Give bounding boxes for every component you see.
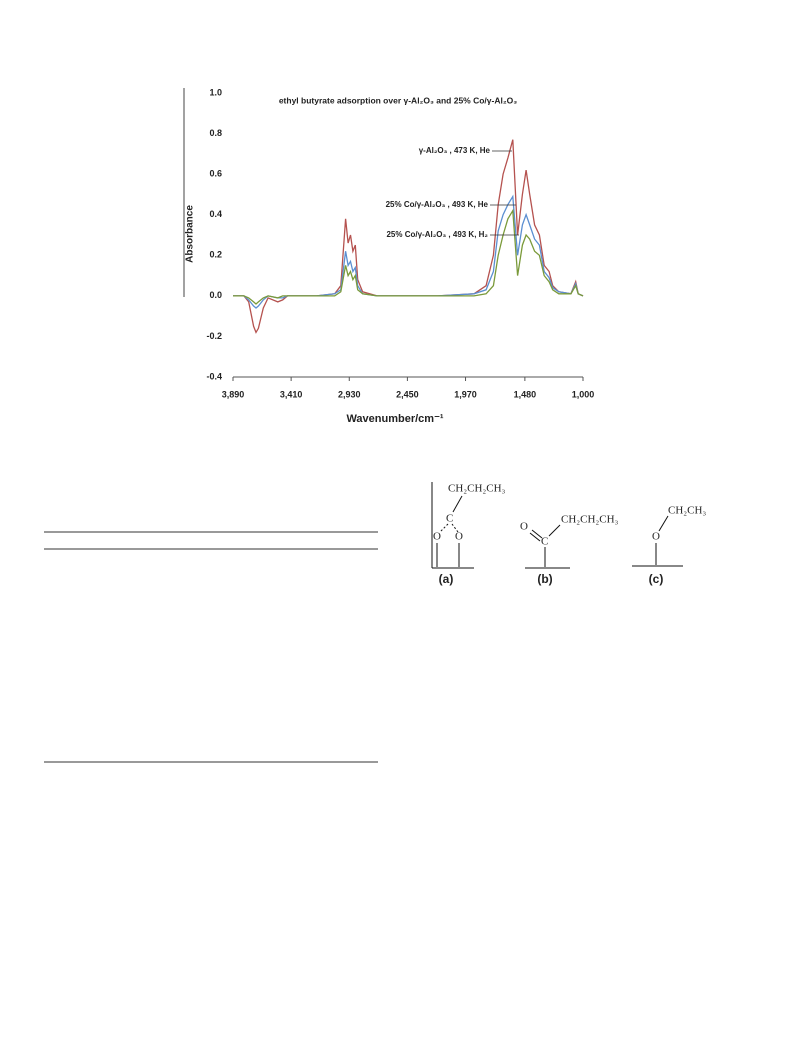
atom-label: O [652, 531, 660, 543]
y-tick-label: -0.2 [206, 331, 222, 341]
y-tick-label: 0.2 [209, 250, 222, 260]
y-tick-label: 0.8 [209, 128, 222, 138]
structure-caption: (b) [537, 572, 552, 586]
structure-b [525, 524, 570, 569]
x-tick-label: 3,410 [280, 389, 303, 399]
spectrum-line [233, 194, 584, 309]
atom-label: CH₂CH₂CH₃ [561, 514, 619, 526]
atom-label: O [433, 531, 441, 543]
structure-caption: (a) [439, 572, 454, 586]
annotation: γ-Al₂O₃ , 473 K, He [419, 146, 491, 155]
y-tick-label: 1.0 [209, 87, 222, 97]
atom-label: CH₂CH₃ [668, 505, 706, 517]
atom-label: C [446, 513, 453, 525]
y-tick-label: -0.4 [206, 371, 222, 381]
x-tick-label: 1,480 [514, 389, 537, 399]
atom-label: O [455, 531, 463, 543]
x-tick-label: 1,970 [454, 389, 477, 399]
atom-label: C [541, 536, 548, 548]
chart-title: ethyl butyrate adsorption over γ-Al₂O₃ a… [279, 95, 517, 105]
x-tick-label: 1,000 [572, 389, 595, 399]
y-axis-label: Absorbance [185, 205, 196, 263]
x-tick-label: 2,450 [396, 389, 419, 399]
x-tick-label: 2,930 [338, 389, 361, 399]
structure-caption: (c) [649, 572, 664, 586]
x-axis-label: Wavenumber/cm⁻¹ [346, 413, 443, 425]
atom-label: O [520, 521, 528, 533]
structure-a [431, 482, 474, 569]
annotation: 25% Co/γ-Al₂O₃ , 493 K, H₂ [386, 230, 488, 239]
x-tick-label: 3,890 [222, 389, 245, 399]
y-tick-label: 0.4 [209, 209, 222, 219]
spectrum-line [233, 208, 584, 305]
annotation: 25% Co/γ-Al₂O₃ , 493 K, He [386, 200, 489, 209]
structure-c [632, 515, 683, 567]
y-tick-label: 0.0 [209, 290, 222, 300]
y-tick-label: 0.6 [209, 169, 222, 179]
atom-label: CH₂CH₂CH₃ [448, 483, 506, 495]
